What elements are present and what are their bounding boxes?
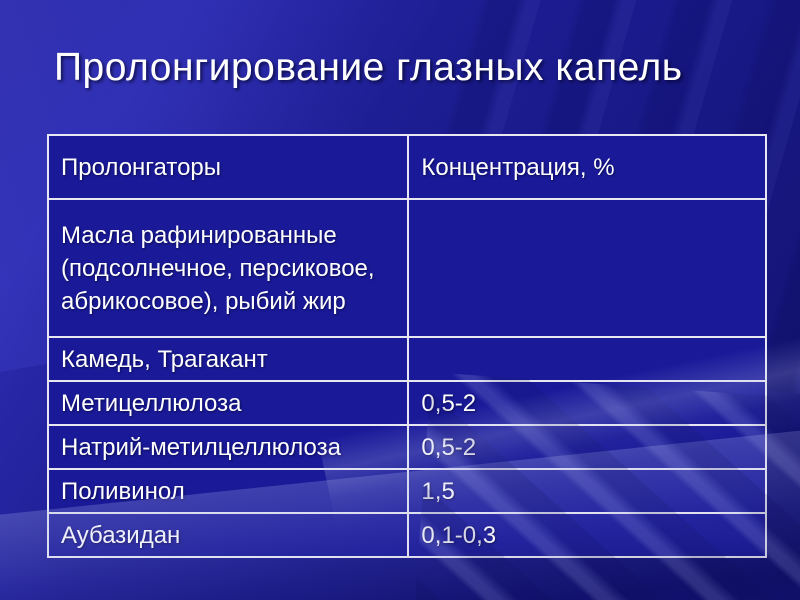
prolongator-cell: Камедь, Трагакант <box>46 336 410 382</box>
column-header-concentration: Концентрация, % <box>407 134 767 200</box>
prolongator-cell: Поливинол <box>46 468 410 514</box>
prolongator-cell: Метицеллюлоза <box>46 380 410 426</box>
concentration-cell <box>407 198 767 338</box>
slide-title: Пролонгирование глазных капель <box>54 46 683 89</box>
table-header-row: Пролонгаторы Концентрация, % <box>46 134 767 200</box>
table-row: Метицеллюлоза 0,5-2 <box>46 380 767 426</box>
column-header-prolongators: Пролонгаторы <box>46 134 410 200</box>
table-row: Аубазидан 0,1-0,3 <box>46 512 767 558</box>
concentration-cell: 0,5-2 <box>407 424 767 470</box>
concentration-cell: 1,5 <box>407 468 767 514</box>
concentration-cell: 0,1-0,3 <box>407 512 767 558</box>
prolongator-cell: Натрий-метилцеллюлоза <box>46 424 410 470</box>
concentration-cell <box>407 336 767 382</box>
prolongators-table: Пролонгаторы Концентрация, % Масла рафин… <box>46 134 767 558</box>
table-row: Масла рафинированные (подсолнечное, перс… <box>46 198 767 338</box>
prolongator-cell: Масла рафинированные (подсолнечное, перс… <box>46 198 410 338</box>
concentration-cell: 0,5-2 <box>407 380 767 426</box>
prolongator-cell: Аубазидан <box>46 512 410 558</box>
table-row: Поливинол 1,5 <box>46 468 767 514</box>
table-row: Камедь, Трагакант <box>46 336 767 382</box>
table-row: Натрий-метилцеллюлоза 0,5-2 <box>46 424 767 470</box>
